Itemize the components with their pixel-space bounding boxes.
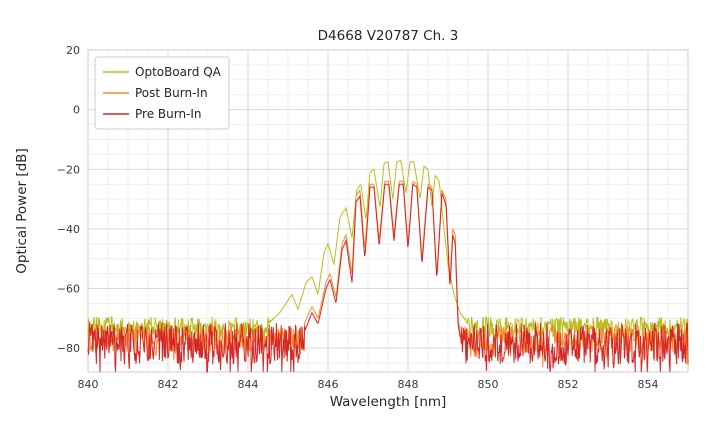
- y-tick-label: 20: [66, 44, 80, 57]
- x-tick-label: 840: [78, 378, 99, 391]
- axes-frame: [87, 49, 689, 373]
- x-tick-label: 850: [478, 378, 499, 391]
- x-tick-label: 844: [238, 378, 259, 391]
- y-tick-label: −80: [57, 342, 80, 355]
- y-tick-label: −20: [57, 163, 80, 176]
- legend-box: [94, 56, 230, 130]
- legend: OptoBoard QA Post Burn-In Pre Burn-In: [94, 56, 230, 130]
- x-tick-label: 842: [158, 378, 179, 391]
- chart-title: D4668 V20787 Ch. 3: [317, 28, 459, 44]
- legend-item: Pre Burn-In: [135, 107, 202, 121]
- x-tick-label: 846: [318, 378, 339, 391]
- legend-item: OptoBoard QA: [135, 65, 222, 79]
- x-axis-label: Wavelength [nm]: [329, 394, 447, 410]
- x-tick-label: 852: [558, 378, 579, 391]
- y-tick-label: −60: [57, 283, 80, 296]
- x-tick-label: 854: [638, 378, 659, 391]
- y-tick-label: −40: [57, 223, 80, 236]
- legend-item: Post Burn-In: [135, 86, 208, 100]
- x-tick-label: 848: [398, 378, 419, 391]
- y-tick-label: 0: [73, 104, 80, 117]
- series-pre-burn-in: [87, 183, 689, 373]
- series-optoboard-qa: [87, 159, 689, 346]
- tick-labels: 840 842 844 846 848 850 852 854 20 0 −20 −40 −60 −80: [57, 44, 659, 391]
- y-axis-label: Optical Power [dB]: [14, 148, 30, 274]
